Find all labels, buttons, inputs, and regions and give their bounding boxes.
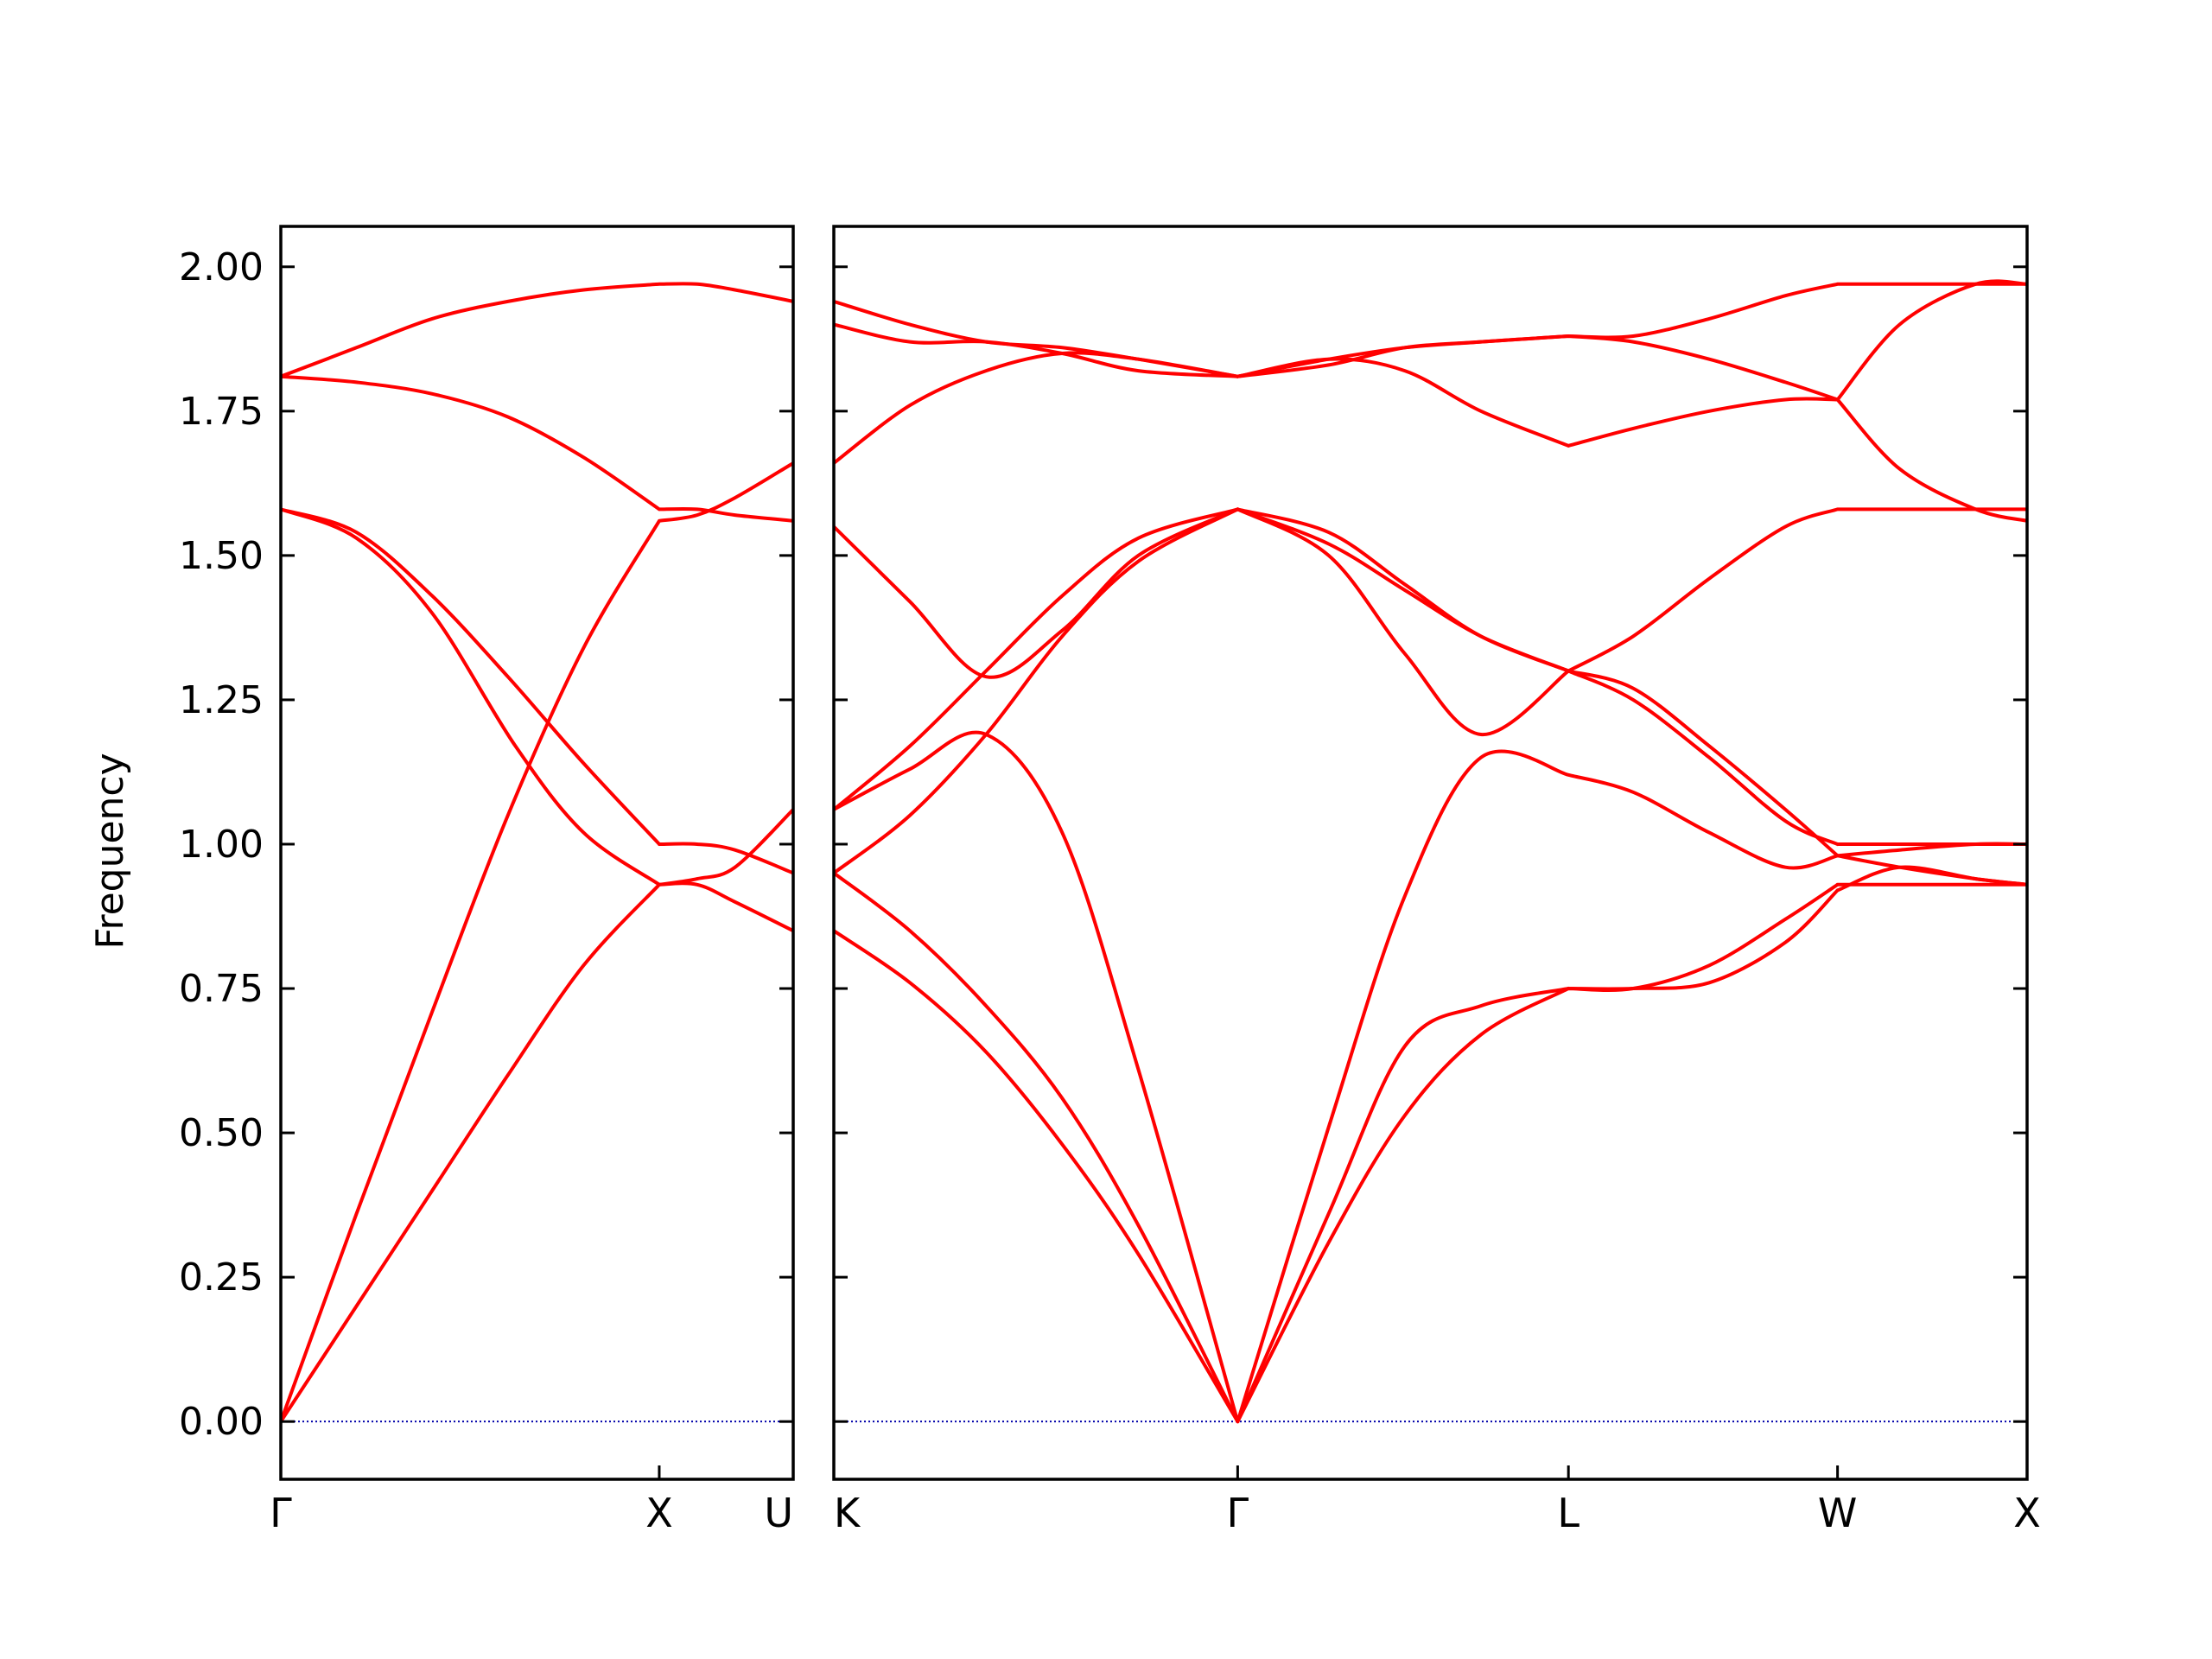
y-tick-label: 2.00 <box>179 245 264 289</box>
band-line <box>281 374 793 523</box>
x-tick-label: X <box>2013 1490 2041 1536</box>
x-tick-label: X <box>645 1490 673 1536</box>
y-tick-label: 1.25 <box>179 678 264 722</box>
x-tick-label: K <box>834 1490 861 1536</box>
tick-marks <box>279 265 2029 1479</box>
band-line <box>281 507 793 875</box>
y-tick-label: 0.50 <box>179 1111 264 1155</box>
x-tick-label: U <box>764 1490 793 1536</box>
y-tick-label: 1.00 <box>179 823 264 867</box>
band-line <box>834 882 2027 1424</box>
band-line <box>834 351 2027 523</box>
x-tick-label: Γ <box>1227 1490 1249 1536</box>
bands-layer <box>281 279 2027 1424</box>
panel-frame-1 <box>279 225 795 1481</box>
y-tick-label: 1.75 <box>179 390 264 434</box>
y-tick-label: 0.75 <box>179 967 264 1011</box>
panel-frame-2 <box>832 225 2029 1481</box>
band-line <box>834 749 2027 1424</box>
tick-labels: 0.00 0.25 0.50 0.75 1.00 1.25 1.50 1.75 2.00 Γ X U K… <box>179 245 2041 1536</box>
y-tick-label: 0.25 <box>179 1255 264 1300</box>
band-line <box>281 461 793 1424</box>
y-axis-label: Frequency <box>88 753 132 949</box>
band-line <box>834 730 2027 1424</box>
x-tick-label: L <box>1557 1490 1580 1536</box>
axes-frames <box>279 225 2029 1481</box>
band-line <box>281 282 793 378</box>
x-tick-label: Γ <box>270 1490 292 1536</box>
x-tick-label: W <box>1818 1490 1857 1536</box>
y-tick-label: 0.00 <box>179 1400 264 1444</box>
y-tick-label: 1.50 <box>179 534 264 578</box>
band-line <box>834 507 2027 811</box>
band-line <box>834 507 2027 887</box>
band-line <box>281 507 793 887</box>
band-line <box>834 282 2027 378</box>
band-line <box>834 507 2027 875</box>
band-line <box>281 881 793 1424</box>
